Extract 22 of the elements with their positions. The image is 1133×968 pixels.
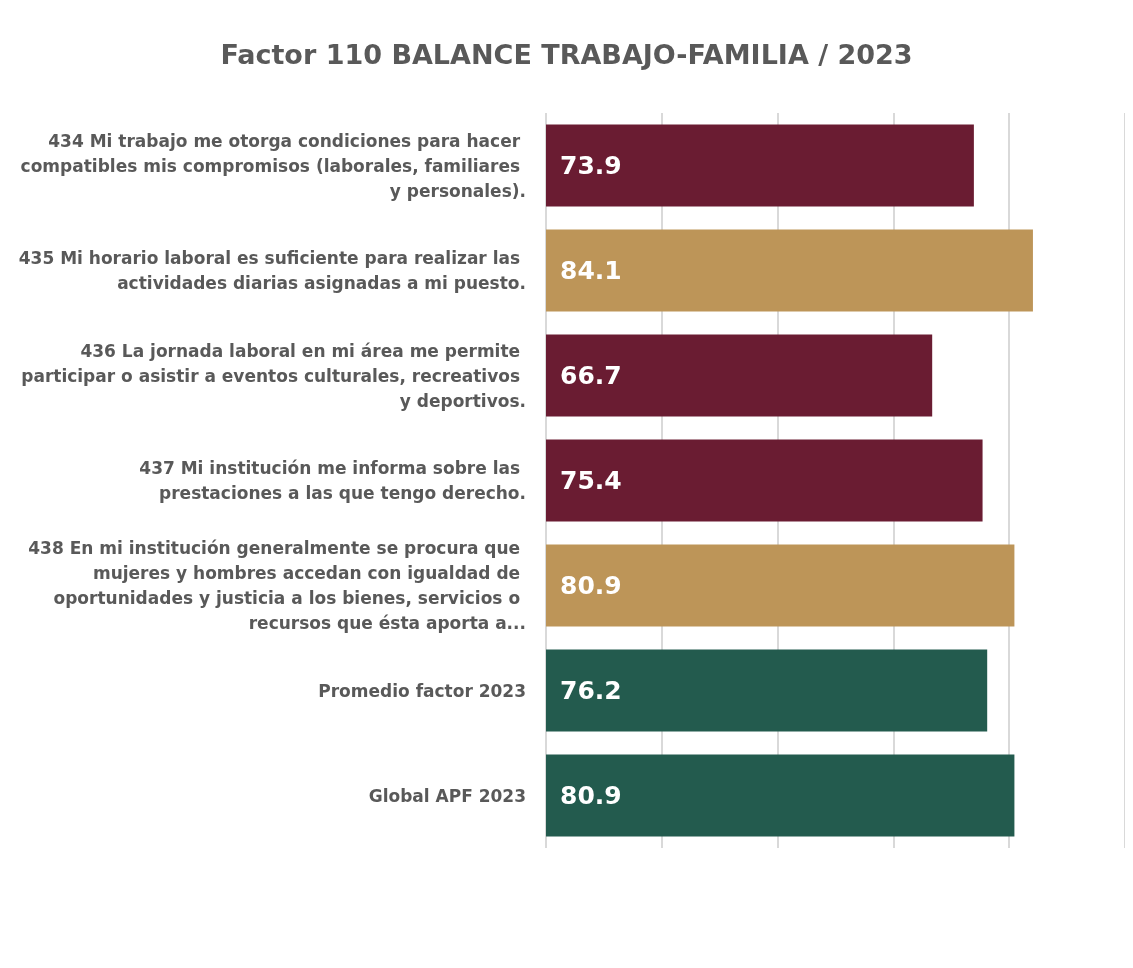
bar (546, 229, 1033, 312)
y-tick-label: 435 Mi horario laboral es suficiente para realizar las actividades diarias asignadas a mi puesto. (18, 248, 526, 293)
bar (546, 124, 974, 207)
chart-title: Factor 110 BALANCE TRABAJO-FAMILIA / 2023 (220, 39, 913, 70)
bar (546, 649, 988, 732)
data-label: 73.9 (560, 151, 622, 180)
data-label: 80.9 (560, 571, 622, 600)
data-label: 75.4 (560, 466, 622, 495)
y-tick-label: 434 Mi trabajo me otorga condiciones para hacer compatibles mis compromisos (laborales, familiares y personales). (20, 130, 526, 201)
bar (546, 754, 1015, 837)
bar (546, 334, 933, 417)
y-tick-label: 437 Mi institución me informa sobre las prestaciones a las que tengo derecho. (139, 458, 526, 503)
data-label: 66.7 (560, 361, 622, 390)
y-tick-label: Promedio factor 2023 (318, 680, 526, 701)
y-tick-label: 438 En mi institución generalmente se procura que mujeres y hombres accedan con igualdad de oportunidades y justicia a los bienes, servicios o recursos que ésta aporta a... (28, 538, 526, 633)
y-tick-label: Global APF 2023 (368, 785, 526, 806)
y-tick-label: 436 La jornada laboral en mi área me permite participar o asistir a eventos culturales, recreativos y deportivos. (21, 340, 526, 411)
data-label: 76.2 (560, 676, 622, 705)
bar (546, 439, 983, 522)
bar (546, 544, 1015, 627)
data-label: 80.9 (560, 781, 622, 810)
data-label: 84.1 (560, 256, 622, 285)
